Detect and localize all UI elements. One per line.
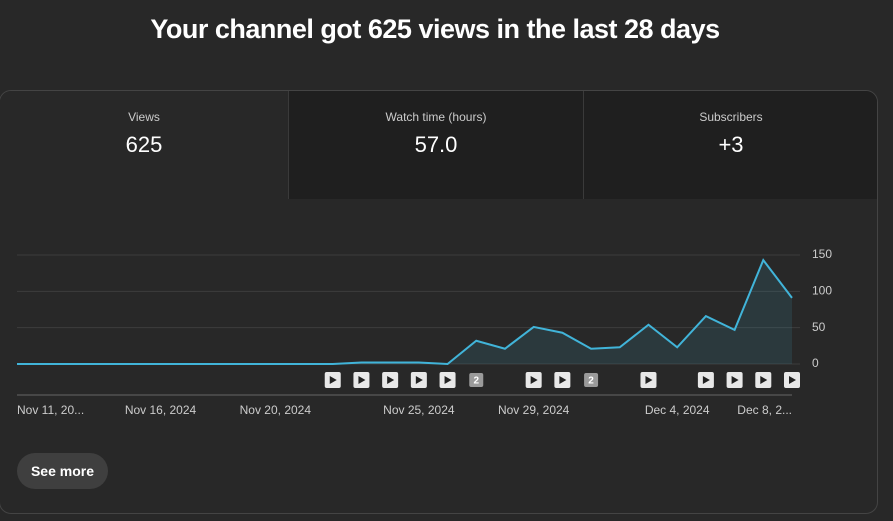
- video-marker[interactable]: 2: [469, 373, 484, 387]
- play-icon: [444, 376, 452, 384]
- x-tick-label: Nov 16, 2024: [125, 403, 197, 417]
- y-tick-label: 50: [812, 320, 826, 334]
- see-more-button[interactable]: See more: [17, 453, 108, 489]
- x-tick-label: Nov 20, 2024: [240, 403, 312, 417]
- card: Views 625 Watch time (hours) 57.0 Subscrib…: [0, 90, 878, 514]
- video-marker[interactable]: [784, 372, 800, 388]
- video-marker[interactable]: [353, 372, 370, 388]
- area-fill: [17, 260, 792, 364]
- play-icon: [530, 376, 538, 384]
- tab[interactable]: Views 625: [0, 91, 288, 199]
- video-marker[interactable]: [697, 372, 714, 388]
- video-marker[interactable]: [525, 372, 542, 388]
- metric-value: 57.0: [414, 132, 458, 157]
- video-marker[interactable]: [640, 372, 657, 388]
- video-marker[interactable]: [554, 372, 571, 388]
- metric-value: 625: [125, 132, 163, 157]
- video-marker[interactable]: [324, 372, 341, 388]
- metric-label: Views: [128, 110, 160, 124]
- play-icon: [329, 376, 337, 384]
- y-tick-label: 150: [812, 247, 832, 261]
- marker-count: 2: [588, 376, 594, 387]
- x-tick-label: Dec 8, 2...: [737, 403, 792, 417]
- marker-count: 2: [473, 376, 479, 387]
- video-marker[interactable]: [755, 372, 772, 388]
- title: Your channel got 625 views in the last 2…: [150, 14, 720, 44]
- video-marker[interactable]: [410, 372, 427, 388]
- play-icon: [702, 376, 710, 384]
- play-icon: [645, 376, 653, 384]
- series-line: [17, 258, 793, 366]
- play-icon: [789, 376, 796, 384]
- x-tick-label: Dec 4, 2024: [645, 403, 710, 417]
- play-icon: [760, 376, 768, 384]
- x-tick-label: Nov 29, 2024: [498, 403, 570, 417]
- video-marker[interactable]: [726, 372, 743, 388]
- play-icon: [731, 376, 739, 384]
- y-tick-label: 100: [812, 284, 832, 298]
- play-icon: [415, 376, 423, 384]
- tab[interactable]: Watch time (hours) 57.0: [288, 91, 583, 199]
- video-marker[interactable]: [439, 372, 456, 388]
- x-tick-label: Nov 25, 2024: [383, 403, 455, 417]
- marker-box: [584, 373, 599, 387]
- play-icon: [559, 376, 567, 384]
- play-icon: [387, 376, 395, 384]
- video-marker[interactable]: 2: [584, 373, 599, 387]
- x-tick-label: Nov 11, 20...: [17, 403, 84, 417]
- metric-label: Subscribers: [699, 110, 763, 124]
- play-icon: [358, 376, 366, 384]
- metric-label: Watch time (hours): [385, 110, 487, 124]
- tab[interactable]: Subscribers +3: [583, 91, 877, 199]
- metric-value: +3: [718, 132, 744, 157]
- y-tick-label: 0: [812, 356, 819, 370]
- marker-box: [469, 373, 484, 387]
- video-marker[interactable]: [382, 372, 399, 388]
